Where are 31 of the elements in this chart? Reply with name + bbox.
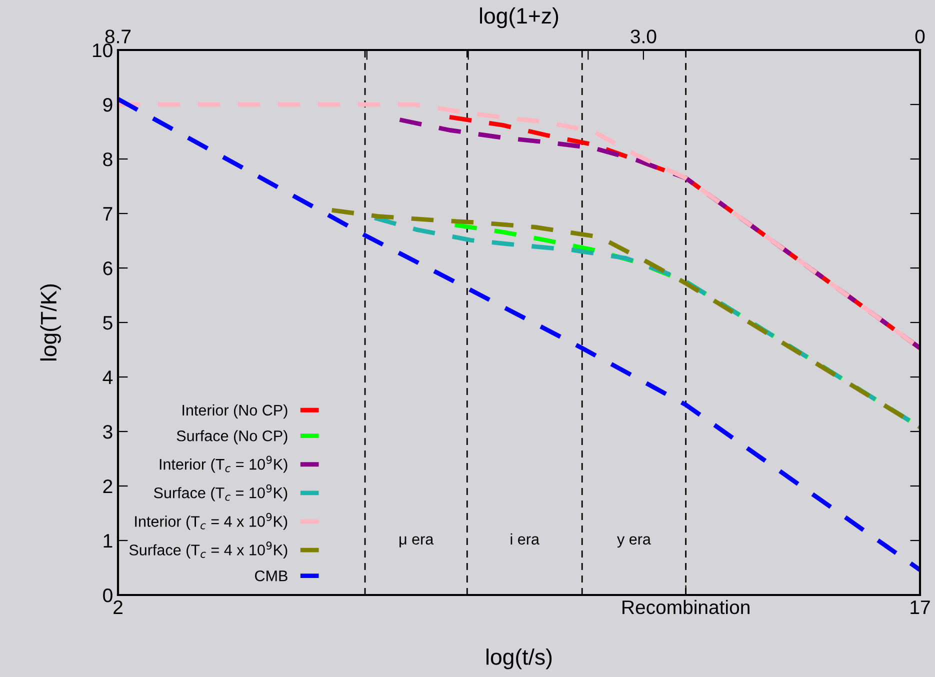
y-tick-label: 10: [92, 43, 112, 58]
y-tick-label: 5: [103, 316, 112, 330]
x2-tick-label: 3.0: [630, 30, 656, 44]
y-tick-label: 1: [104, 534, 112, 548]
x-tick-label: 2: [114, 600, 122, 614]
y-tick-label: 9: [103, 98, 112, 112]
line-series: [118, 96, 920, 572]
y-tick-label: 0: [103, 588, 112, 602]
legend-label: Surface (No CP): [176, 430, 288, 444]
x2-tick-label: 8.7: [105, 30, 131, 44]
y-tick-label: 3: [103, 424, 112, 439]
x-tick-label: Recombination: [622, 600, 750, 614]
annotation: y era: [617, 536, 651, 548]
x2-axis-title: log(1+z): [480, 7, 558, 28]
y-tick-label: 7: [103, 207, 112, 221]
legend-label: Surface (T$_{c}$ = 4 x 10$^{9}$K): [129, 541, 288, 558]
x2-tick-label: 0: [915, 30, 925, 44]
legend-label: Interior (No CP): [182, 404, 288, 419]
annotation: i era: [510, 533, 540, 545]
annotation: μ era: [400, 536, 434, 548]
legend-label: Surface (T$_{c}$ = 10$^{9}$K): [154, 484, 288, 502]
y-tick-label: 2: [103, 479, 112, 494]
y-tick-label: 4: [102, 370, 113, 384]
y-tick-label: 6: [103, 261, 112, 276]
x-axis-title: log(t/s): [486, 648, 552, 670]
legend-label: CMB: [255, 570, 288, 582]
legend-label: Interior (T$_{c}$ = 4 x 10$^{9}$K): [135, 512, 288, 530]
y-axis-title: log(T/K): [40, 284, 61, 361]
legend-label: Interior (T$_{c}$ = 10$^{9}$K): [160, 456, 288, 473]
x-tick-label: 17: [910, 600, 930, 614]
y-tick-label: 8: [103, 152, 112, 166]
